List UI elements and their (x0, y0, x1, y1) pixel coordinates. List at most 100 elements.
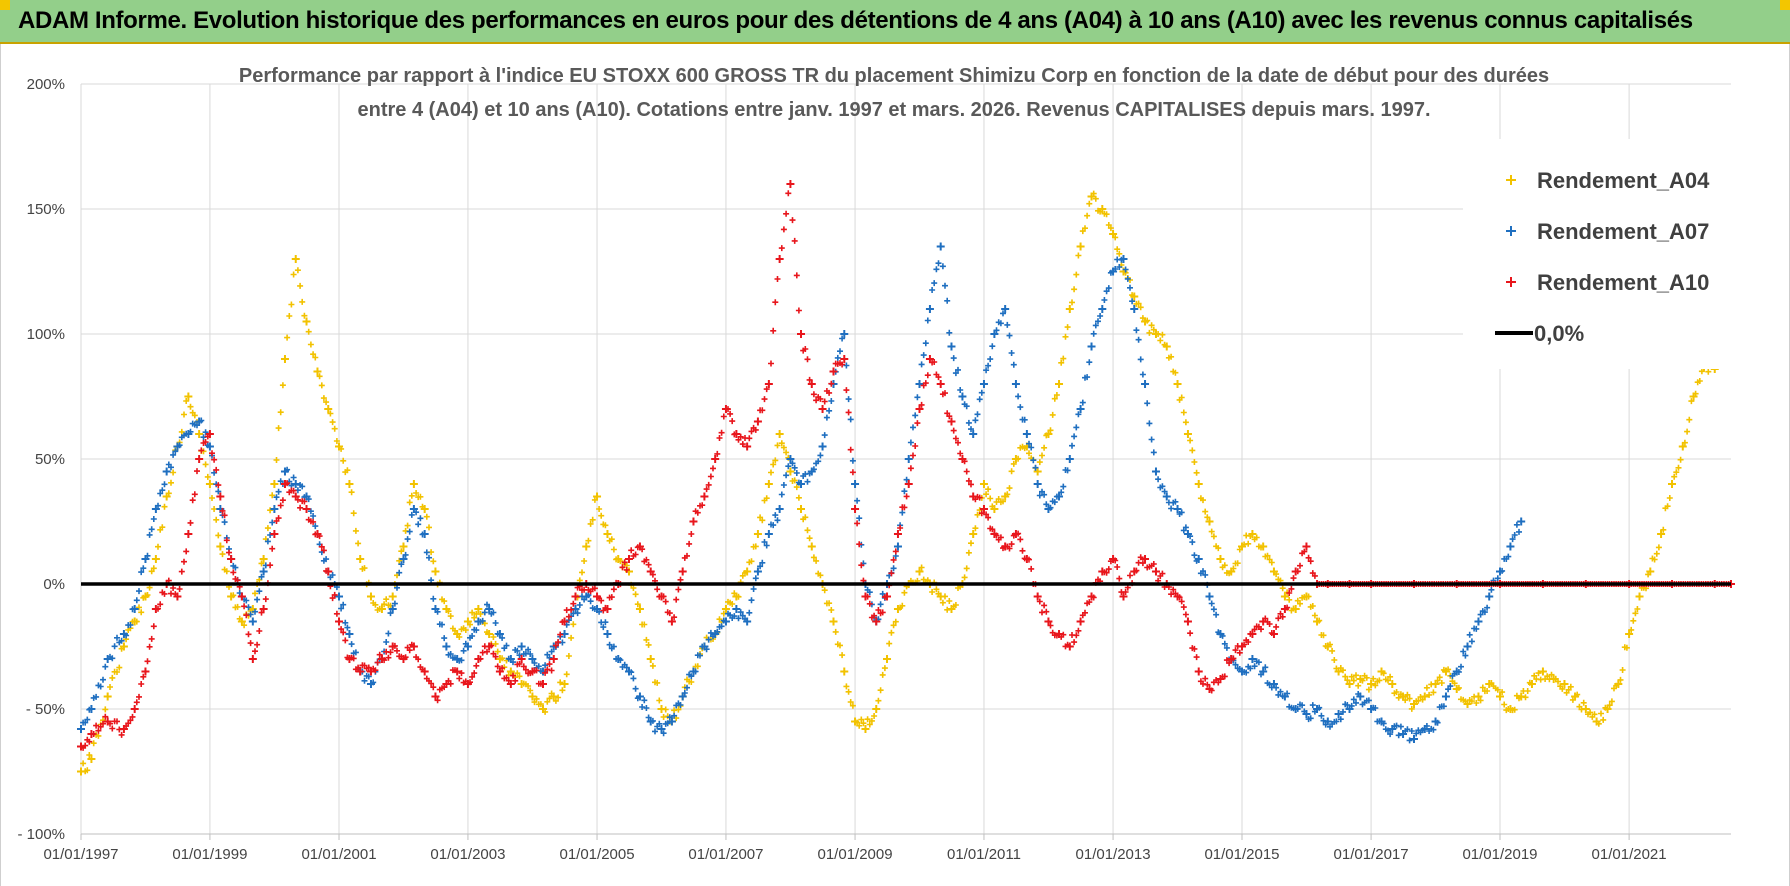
data-point-cluster (810, 391, 824, 404)
x-tick-label: 01/01/2001 (301, 846, 376, 863)
data-point-cluster (810, 554, 824, 579)
data-point (851, 480, 860, 488)
data-point (603, 530, 612, 538)
data-point (162, 467, 171, 476)
data-point-cluster (327, 572, 340, 591)
data-point-cluster (1359, 697, 1372, 708)
data-point (1130, 292, 1139, 301)
data-point-cluster (488, 609, 501, 637)
data-point (635, 605, 644, 613)
data-point-cluster (1348, 691, 1362, 709)
data-point (925, 355, 934, 363)
data-point (280, 355, 289, 363)
data-point-cluster (843, 362, 856, 464)
data-point-cluster (1542, 671, 1555, 683)
data-point (1183, 617, 1192, 626)
banner-corner-right (1780, 0, 1790, 10)
data-point-cluster (574, 593, 588, 617)
data-point (1248, 655, 1257, 663)
data-point-cluster (1165, 584, 1179, 598)
data-point (1194, 480, 1203, 488)
data-point-cluster (1520, 679, 1533, 701)
data-point-cluster (348, 489, 362, 547)
data-point-cluster (1036, 598, 1050, 616)
legend-label: Rendement_A10 (1537, 270, 1709, 295)
data-point-cluster (1015, 443, 1028, 462)
data-point-cluster (445, 608, 458, 634)
data-point-cluster (284, 480, 297, 496)
data-point-cluster (467, 609, 480, 628)
performance-chart: Performance par rapport à l'indice EU ST… (17, 65, 1735, 863)
data-point-cluster (1144, 317, 1157, 336)
data-point-cluster (1026, 440, 1039, 471)
x-tick-label: 01/01/2015 (1204, 846, 1279, 863)
data-point (1248, 630, 1257, 638)
data-point (1463, 700, 1472, 708)
data-point-cluster (778, 440, 792, 461)
data-point-cluster (1671, 456, 1684, 480)
data-point-cluster (1455, 648, 1469, 675)
data-point (1055, 492, 1064, 501)
data-point-cluster (1079, 359, 1093, 406)
data-point-cluster (1058, 631, 1071, 650)
data-point-cluster (1165, 353, 1179, 376)
data-point-cluster (993, 310, 1006, 334)
data-point (1065, 305, 1074, 313)
data-point (528, 692, 537, 701)
data-point-cluster (1305, 554, 1318, 579)
data-point (1635, 592, 1644, 601)
data-point-cluster (542, 661, 555, 676)
data-point-cluster (133, 594, 147, 625)
data-point-cluster (768, 276, 781, 367)
data-point (506, 680, 515, 688)
data-point-cluster (1294, 701, 1308, 715)
data-point-cluster (907, 420, 921, 472)
data-point (248, 617, 257, 626)
data-point-cluster (897, 583, 910, 611)
data-point (216, 492, 225, 501)
data-point-cluster (1069, 411, 1082, 449)
data-point-cluster (316, 541, 330, 564)
data-point (291, 255, 300, 263)
data-point (366, 592, 375, 601)
data-point-cluster (972, 389, 985, 424)
data-point (1011, 380, 1020, 388)
data-point-cluster (155, 503, 168, 550)
data-point-cluster (596, 595, 609, 614)
data-point-cluster (1155, 570, 1168, 590)
data-point (1356, 692, 1365, 701)
data-point-cluster (1273, 571, 1286, 592)
data-point (732, 430, 741, 438)
data-point (420, 530, 429, 538)
data-point-cluster (284, 271, 297, 341)
data-point (936, 242, 945, 251)
data-point (173, 592, 182, 601)
x-tick-label: 01/01/1997 (43, 846, 118, 863)
data-point-cluster (1133, 554, 1146, 574)
data-point-cluster (1617, 644, 1630, 683)
y-tick-label: 50% (35, 451, 65, 468)
data-point (743, 617, 752, 626)
data-point (571, 592, 580, 601)
data-point-cluster (929, 260, 942, 293)
data-point-cluster (80, 736, 93, 751)
data-point-cluster (1036, 432, 1050, 466)
data-point-cluster (1294, 548, 1308, 575)
legend-swatch (1506, 226, 1516, 236)
data-point (1302, 542, 1311, 551)
data-point-cluster (864, 593, 878, 621)
data-point-cluster (1144, 400, 1157, 456)
data-point-cluster (477, 643, 490, 662)
data-point-cluster (681, 531, 695, 561)
data-point-cluster (757, 386, 770, 414)
data-point-cluster (209, 495, 222, 539)
data-point-cluster (1423, 681, 1437, 698)
data-point-cluster (918, 317, 931, 368)
data-point-cluster (1423, 723, 1437, 734)
data-point-cluster (176, 548, 190, 592)
data-point-cluster (456, 625, 469, 640)
data-point (667, 717, 676, 726)
data-point (646, 655, 655, 663)
data-point-cluster (520, 663, 534, 677)
data-point (453, 667, 462, 676)
